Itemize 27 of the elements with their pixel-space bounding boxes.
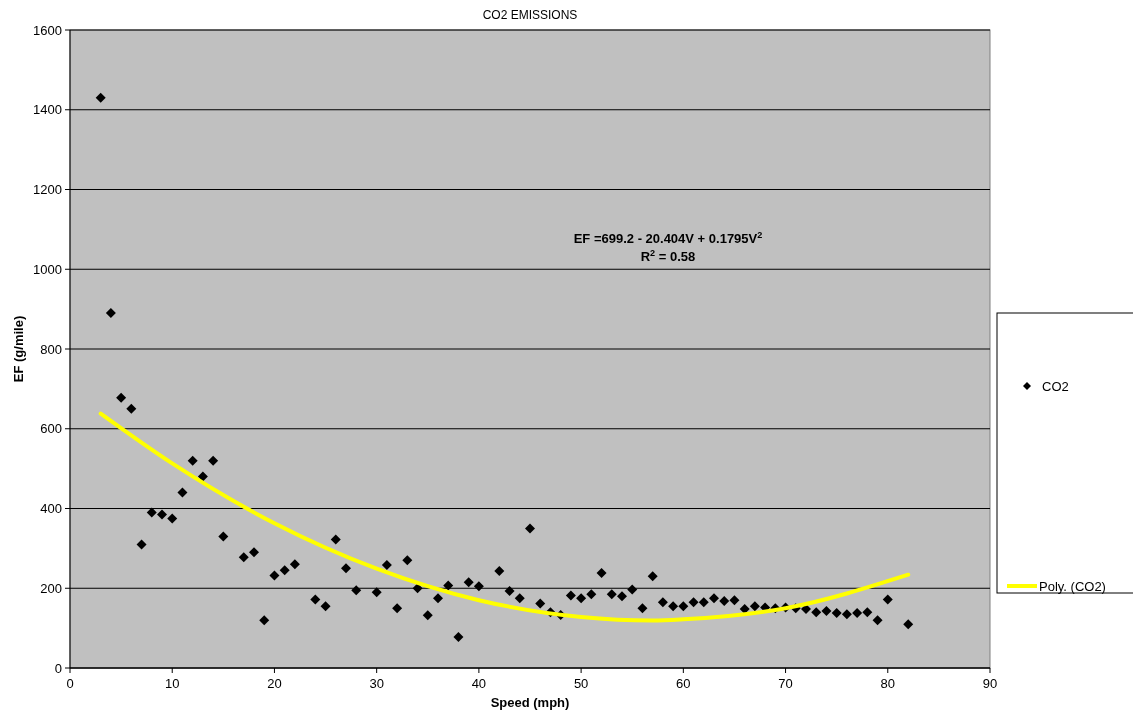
x-tick-label: 50	[573, 676, 589, 691]
y-tick-label: 0	[54, 660, 62, 676]
x-tick-label: 80	[880, 676, 896, 691]
x-tick-label: 60	[676, 676, 691, 691]
annotation: EF =699.2 - 20.404V + 0.1795V$^{2}$	[573, 230, 763, 246]
x-tick-label: 20	[267, 676, 282, 691]
y-tick-label: 1000	[33, 261, 62, 277]
legend-label: Poly. (CO2)	[1039, 578, 1106, 594]
y-axis-title: EF (g/mile)	[11, 315, 26, 383]
x-tick-label: 0	[66, 676, 74, 691]
line-series	[98, 411, 911, 623]
y-tick-label: 800	[40, 341, 62, 357]
y-tick-label: 1400	[33, 102, 62, 118]
x-tick-label: 10	[164, 676, 180, 691]
x-tick-label: 40	[471, 676, 487, 691]
x-tick-label: 30	[369, 676, 384, 691]
y-tick-label: 1200	[33, 182, 62, 198]
x-axis-title: Speed (mph)	[490, 695, 570, 710]
x-tick-label: 90	[982, 676, 998, 691]
y-tick-label: 400	[40, 501, 62, 517]
y-tick-label: 1600	[33, 22, 62, 38]
chart-title: CO2 EMISSIONS	[482, 8, 578, 22]
annotation: R$^{2}$ = 0.58	[640, 248, 696, 264]
y-tick-label: 200	[40, 580, 62, 596]
y-tick-label: 600	[40, 421, 62, 437]
x-tick-label: 70	[778, 676, 793, 691]
legend-label: CO2	[1042, 378, 1069, 394]
